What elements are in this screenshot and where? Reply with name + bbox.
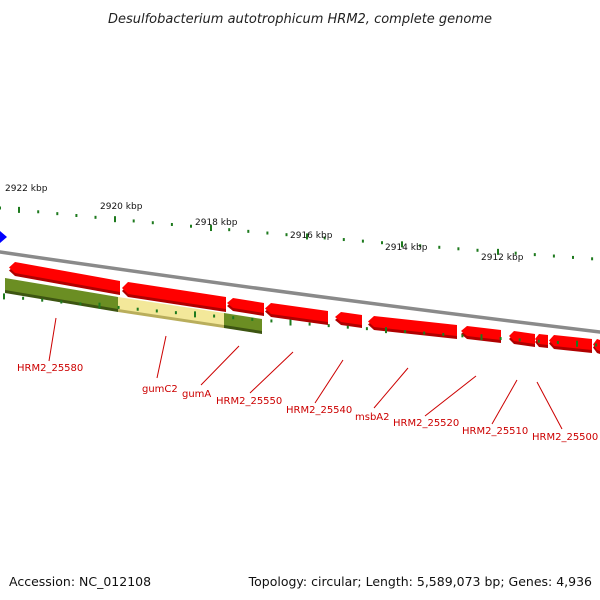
gene-block-green[interactable] bbox=[5, 278, 118, 312]
label-leader-line bbox=[156, 335, 167, 379]
gene-label[interactable]: HRM2_25550 bbox=[216, 396, 282, 407]
gene-label[interactable]: msbA2 bbox=[355, 412, 390, 423]
kbp-tick-label: 2920 kbp bbox=[100, 202, 143, 212]
gene-arrow[interactable] bbox=[122, 282, 226, 312]
minor-ticks-bottom bbox=[3, 293, 598, 347]
accession-text: Accession: NC_012108 bbox=[9, 574, 151, 589]
position-marker-icon[interactable] bbox=[0, 231, 7, 243]
gene-label[interactable]: HRM2_25500 bbox=[532, 432, 598, 443]
gene-arrow[interactable] bbox=[265, 303, 328, 325]
gene-arrow[interactable] bbox=[227, 298, 264, 316]
label-leader-line bbox=[48, 317, 57, 362]
gene-labels: HRM2_25580 gumC2 gumA HRM2_25550 HRM2_25540m… bbox=[17, 363, 598, 443]
label-leader-line bbox=[491, 379, 518, 425]
label-leader-line bbox=[424, 375, 477, 417]
gene-block-green[interactable] bbox=[224, 313, 262, 334]
gene-label[interactable]: HRM2_25520 bbox=[393, 418, 459, 429]
kbp-tick-label: 2912 kbp bbox=[481, 253, 524, 263]
minor-ticks-top bbox=[0, 206, 594, 261]
gene-label[interactable]: gumC2 bbox=[142, 384, 178, 395]
gene-label-leaders bbox=[48, 317, 563, 430]
gene-block-highlight[interactable] bbox=[118, 297, 224, 328]
gene-arrow[interactable] bbox=[9, 262, 120, 295]
gene-track bbox=[5, 262, 600, 354]
label-leader-line bbox=[200, 345, 240, 386]
kbp-tick-label: 2916 kbp bbox=[290, 231, 333, 241]
genome-backbone bbox=[0, 250, 600, 334]
gene-label[interactable]: gumA bbox=[182, 389, 211, 400]
label-leader-line bbox=[536, 381, 563, 430]
gene-arrow[interactable] bbox=[509, 331, 535, 347]
kbp-tick-label: 2914 kbp bbox=[385, 243, 428, 253]
gene-arrow[interactable] bbox=[593, 339, 600, 354]
major-ticks-top bbox=[18, 206, 499, 255]
label-leader-line bbox=[249, 351, 294, 394]
gene-arrow[interactable] bbox=[368, 316, 457, 339]
gene-label[interactable]: HRM2_25540 bbox=[286, 405, 352, 416]
genome-title: Desulfobacterium autotrophicum HRM2, com… bbox=[108, 12, 492, 27]
kbp-tick-labels: 2922 kbp 2920 kbp 2918 kbp 2916 kbp 2914 kbp… bbox=[5, 184, 524, 263]
gene-arrow[interactable] bbox=[335, 312, 362, 328]
kbp-tick-label: 2922 kbp bbox=[5, 184, 48, 194]
label-leader-line bbox=[314, 359, 344, 404]
genome-summary-text: Topology: circular; Length: 5,589,073 bp… bbox=[248, 574, 592, 589]
gene-arrow[interactable] bbox=[535, 334, 548, 348]
gene-label[interactable]: HRM2_25510 bbox=[462, 426, 528, 437]
gene-arrow[interactable] bbox=[549, 335, 592, 353]
gene-label[interactable]: HRM2_25580 bbox=[17, 363, 83, 374]
kbp-tick-label: 2918 kbp bbox=[195, 218, 238, 228]
label-leader-line bbox=[373, 367, 409, 409]
